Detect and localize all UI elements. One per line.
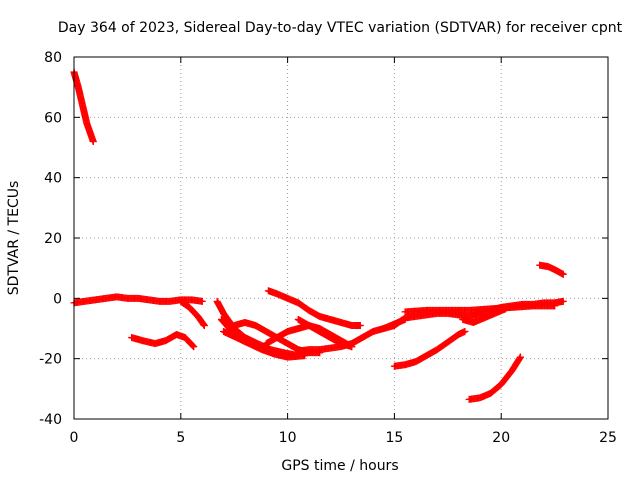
data-point [190, 343, 198, 351]
x-tick-label: 10 [279, 430, 297, 446]
x-tick-label: 0 [70, 430, 79, 446]
data-point-marker [189, 342, 197, 350]
x-axis-label: GPS time / hours [281, 458, 398, 474]
y-tick-label: -20 [39, 352, 62, 368]
data-point [200, 321, 208, 329]
series-track-11 [264, 287, 364, 329]
data-point [559, 270, 567, 278]
x-tick-label: 20 [492, 430, 510, 446]
y-tick-label: 80 [44, 50, 62, 66]
data-point [461, 328, 469, 336]
series-track-07 [220, 328, 309, 361]
series-track-04 [177, 297, 208, 329]
series-track-03 [128, 331, 198, 351]
y-tick-label: -40 [39, 412, 62, 428]
y-tick-label: 0 [53, 291, 62, 307]
y-tick-label: 60 [44, 110, 62, 126]
x-tick-label: 25 [599, 430, 617, 446]
data-point [356, 321, 364, 329]
chart-title: Day 364 of 2023, Sidereal Day-to-day VTE… [58, 20, 623, 36]
x-tick-label: 15 [385, 430, 403, 446]
series-track-18 [536, 261, 567, 278]
data-point [559, 297, 567, 305]
data-point [501, 305, 509, 313]
x-tick-label: 5 [176, 430, 185, 446]
data-point [198, 297, 206, 305]
series-track-15 [459, 305, 509, 326]
series-track-16 [390, 328, 469, 370]
series-track-01 [70, 68, 97, 145]
data-point-marker [188, 341, 196, 349]
data-point [89, 137, 97, 145]
y-axis-label: SDTVAR / TECUs [6, 181, 22, 296]
series-track-17 [465, 353, 524, 403]
axes: 0 5 10 15 20 25 -40 -20 0 20 40 60 80 [39, 50, 617, 446]
y-tick-label: 40 [44, 171, 62, 187]
data-point [516, 353, 524, 361]
y-tick-label: 20 [44, 231, 62, 247]
data-point [551, 302, 559, 310]
